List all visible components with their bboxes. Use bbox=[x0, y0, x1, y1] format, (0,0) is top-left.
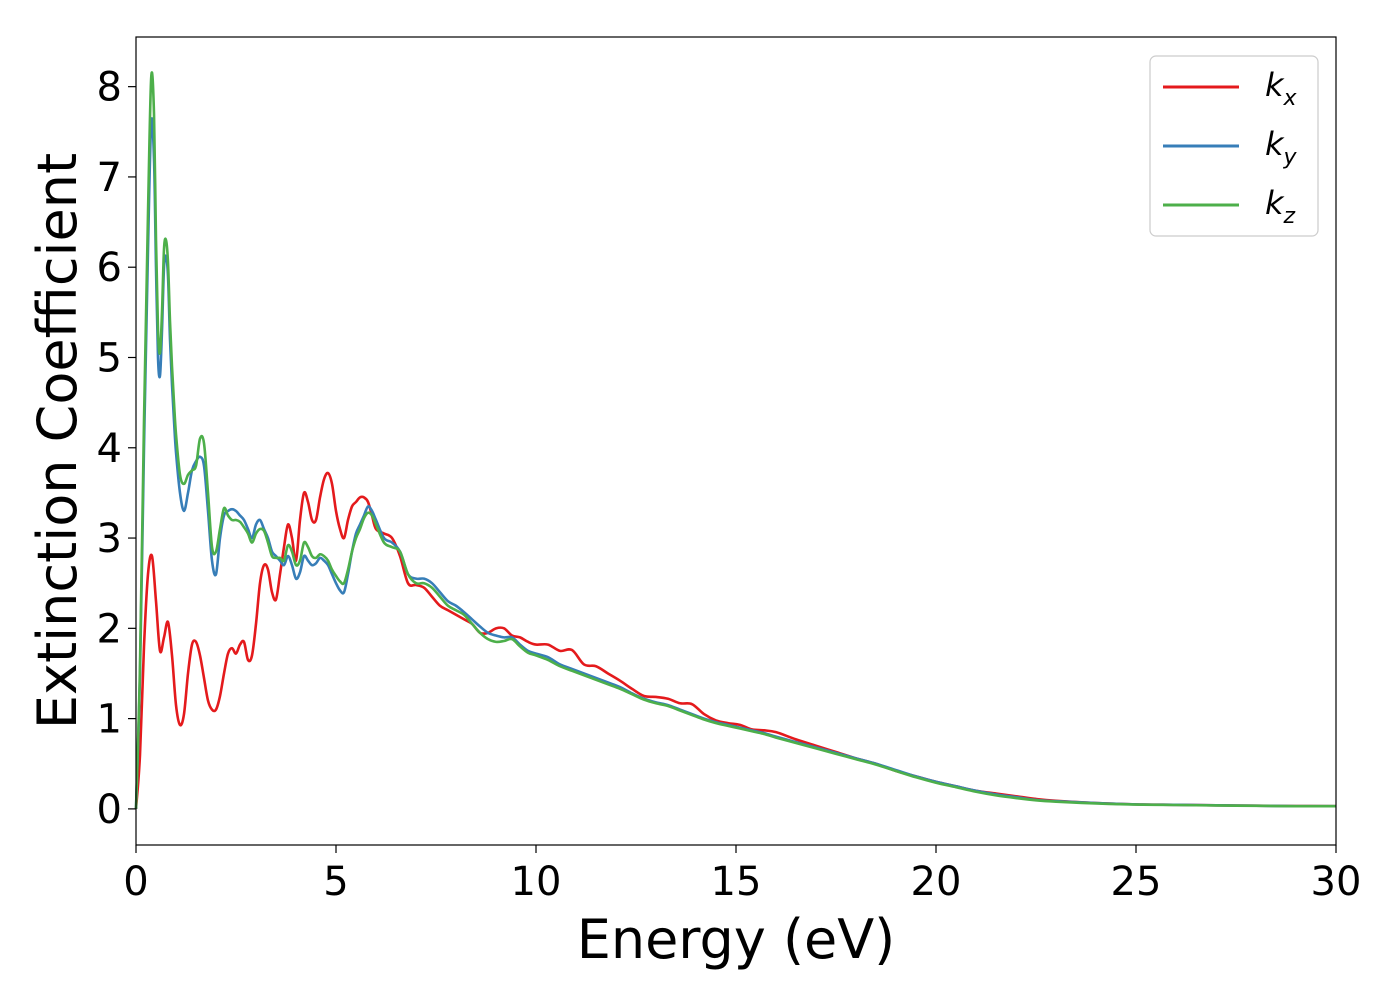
y-tick-label: 6 bbox=[97, 245, 122, 291]
series-layer bbox=[134, 71, 1337, 809]
y-axis: 0 1 2 3 4 5 6 7 8 bbox=[97, 65, 136, 833]
y-tick-label: 2 bbox=[97, 606, 122, 652]
x-tick-label: 30 bbox=[1311, 859, 1362, 905]
y-axis-title: Extinction Coefficient bbox=[26, 153, 89, 729]
x-axis-title: Energy (eV) bbox=[577, 908, 896, 971]
x-axis: 0 5 10 15 20 25 30 bbox=[123, 845, 1361, 905]
series-line-z bbox=[134, 71, 1337, 809]
y-tick-label: 5 bbox=[97, 335, 122, 381]
y-tick-label: 7 bbox=[97, 155, 122, 201]
y-tick-label: 0 bbox=[97, 787, 122, 833]
y-tick-label: 1 bbox=[97, 697, 122, 743]
legend-label-x: kx bbox=[1265, 66, 1298, 111]
x-tick-label: 0 bbox=[123, 859, 148, 905]
x-tick-label: 5 bbox=[323, 859, 348, 905]
y-tick-label: 8 bbox=[97, 65, 122, 111]
x-tick-label: 25 bbox=[1111, 859, 1162, 905]
y-tick-label: 3 bbox=[97, 516, 122, 562]
y-tick-label: 4 bbox=[97, 426, 122, 472]
x-tick-label: 20 bbox=[911, 859, 962, 905]
x-tick-label: 10 bbox=[511, 859, 562, 905]
x-tick-label: 15 bbox=[711, 859, 762, 905]
